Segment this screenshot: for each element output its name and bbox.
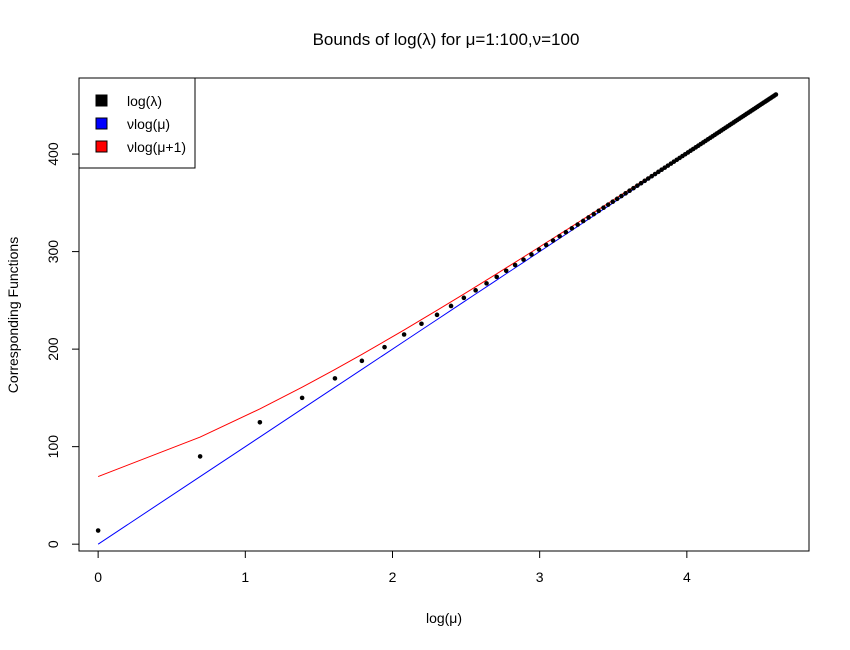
x-axis: 0 1 2 3 4	[94, 550, 691, 585]
series-log-lambda-point	[382, 344, 387, 350]
series-log-lambda-point	[419, 321, 424, 327]
y-tick-label: 400	[45, 142, 61, 166]
series-log-lambda-point	[619, 193, 624, 199]
series-log-lambda-point	[635, 183, 640, 188]
series-log-lambda-point	[521, 257, 526, 262]
series-log-lambda-point	[550, 238, 556, 243]
series-log-lambda-point	[569, 226, 575, 231]
series-log-lambda-point	[461, 295, 467, 301]
legend-label-nu-log-mu: νlog(μ)	[127, 116, 170, 132]
series-log-lambda-point	[536, 247, 542, 252]
legend-swatch-nu-log-mu	[95, 117, 108, 130]
x-tick-label: 0	[94, 569, 102, 585]
y-tick-label: 200	[45, 337, 61, 361]
x-tick-label: 3	[536, 569, 544, 585]
series-log-lambda-point	[575, 222, 580, 227]
series-log-lambda-point	[631, 185, 636, 191]
series-log-lambda-point	[473, 288, 478, 293]
x-tick-label: 1	[241, 569, 249, 585]
x-axis-label: log(μ)	[426, 610, 462, 626]
series-log-lambda-point	[601, 205, 606, 211]
series-log-lambda-point	[652, 171, 658, 177]
series-nu-log-mu-plus-1-line	[97, 93, 777, 478]
series-log-lambda-point	[610, 199, 616, 205]
legend: log(λ) νlog(μ) νlog(μ+1)	[78, 77, 196, 169]
series-log-lambda-point	[503, 268, 509, 274]
series-log-lambda-point	[197, 454, 203, 459]
series-log-lambda-point	[529, 252, 534, 257]
y-tick-label: 0	[45, 540, 61, 548]
series-log-lambda-point	[596, 208, 602, 214]
x-tick-label: 2	[389, 569, 397, 585]
legend-box	[78, 77, 196, 169]
series-log-lambda-point	[591, 211, 597, 217]
series-layer	[95, 92, 779, 545]
series-log-lambda-point	[586, 215, 591, 220]
series-log-lambda-point	[512, 262, 518, 268]
series-log-lambda-point	[484, 281, 489, 286]
series-log-lambda-point	[359, 358, 365, 364]
series-log-lambda-point	[623, 191, 628, 196]
series-log-lambda-point	[649, 173, 654, 179]
series-log-lambda-point	[299, 395, 305, 401]
series-log-lambda-point	[614, 196, 620, 202]
series-log-lambda-point	[448, 303, 454, 309]
series-log-lambda-point	[95, 528, 101, 533]
series-log-lambda-point	[494, 274, 500, 280]
series-log-lambda-point	[773, 92, 779, 97]
chart-title: Bounds of log(λ) for μ=1:100,ν=100	[313, 30, 580, 49]
series-log-lambda-point	[627, 188, 632, 194]
series-log-lambda-point	[557, 233, 562, 239]
y-tick-label: 100	[45, 435, 61, 459]
x-tick-label: 4	[683, 569, 691, 585]
series-log-lambda-point	[434, 312, 440, 318]
series-log-lambda-point	[332, 376, 338, 381]
y-tick-label: 300	[45, 240, 61, 264]
legend-swatch-log-lambda	[95, 94, 108, 107]
legend-swatch-nu-log-mu-plus-1	[95, 140, 108, 153]
series-log-lambda-point	[645, 176, 651, 181]
series-log-lambda-point	[638, 180, 644, 186]
series-log-lambda-point	[605, 202, 611, 207]
y-axis: 0 100 200 300 400	[45, 142, 80, 548]
y-axis-label: Corresponding Functions	[5, 237, 21, 393]
legend-label-log-lambda: log(λ)	[127, 93, 162, 109]
series-log-lambda-point	[257, 419, 263, 425]
series-log-lambda-point	[563, 229, 569, 235]
series-log-lambda-point	[580, 218, 586, 224]
series-log-lambda-point	[401, 332, 407, 337]
legend-label-nu-log-mu-plus-1: νlog(μ+1)	[127, 139, 186, 155]
series-log-lambda-point	[642, 178, 647, 184]
series-log-lambda-point	[543, 242, 549, 248]
